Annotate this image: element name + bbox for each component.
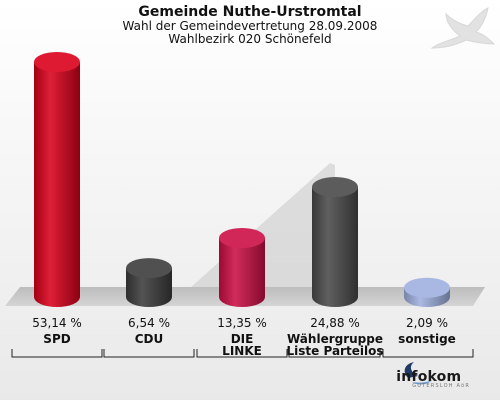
logo-tagline: GUTERSLOH AöR — [412, 383, 470, 389]
category-label: sonstige — [398, 332, 456, 346]
category-label: Liste Parteilos — [287, 344, 384, 358]
bar-2 — [126, 258, 172, 307]
infokom-logo-icon — [404, 362, 432, 385]
bird-watermark-icon — [430, 7, 496, 49]
category-bracket — [103, 349, 195, 358]
category-label: CDU — [135, 332, 164, 346]
value-label: 13,35 % — [217, 316, 267, 330]
bar-top — [34, 52, 80, 72]
bar-top — [312, 176, 358, 197]
bar-body — [34, 62, 80, 307]
category-bracket — [288, 349, 381, 358]
bar-top — [404, 277, 450, 298]
value-label: 2,09 % — [406, 316, 448, 330]
value-label: 24,88 % — [310, 316, 360, 330]
value-label: 53,14 % — [32, 316, 82, 330]
category-brackets — [11, 349, 474, 358]
category-bracket — [382, 349, 474, 358]
bar-body — [126, 268, 172, 307]
bar-body — [312, 186, 358, 307]
bar-top — [219, 227, 265, 248]
bars-group — [34, 52, 450, 307]
category-label: SPD — [43, 332, 70, 346]
logo-wordmark: infokom — [396, 369, 462, 385]
chart-subtitle: Wahl der Gemeindevertretung 28.09.2008 — [122, 19, 378, 33]
bar-4 — [312, 176, 358, 307]
bar-1 — [34, 52, 80, 307]
category-bracket — [11, 349, 103, 358]
category-label: Wählergruppe — [287, 332, 383, 346]
chart-titles: Gemeinde Nuthe-Urstromtal Wahl der Gemei… — [0, 4, 500, 46]
bar-5 — [404, 277, 450, 307]
bar-top — [126, 258, 172, 279]
category-bracket — [196, 349, 288, 358]
category-label: DIE — [231, 332, 254, 346]
bar-body — [219, 237, 265, 307]
value-label: 6,54 % — [128, 316, 170, 330]
chart-title: Gemeinde Nuthe-Urstromtal — [138, 4, 362, 20]
chart-subtitle-district: Wahlbezirk 020 Schönefeld — [168, 32, 332, 46]
category-label: LINKE — [222, 344, 262, 358]
footer-logo: infokom GUTERSLOH AöR — [396, 369, 470, 389]
bar-3 — [219, 227, 265, 307]
